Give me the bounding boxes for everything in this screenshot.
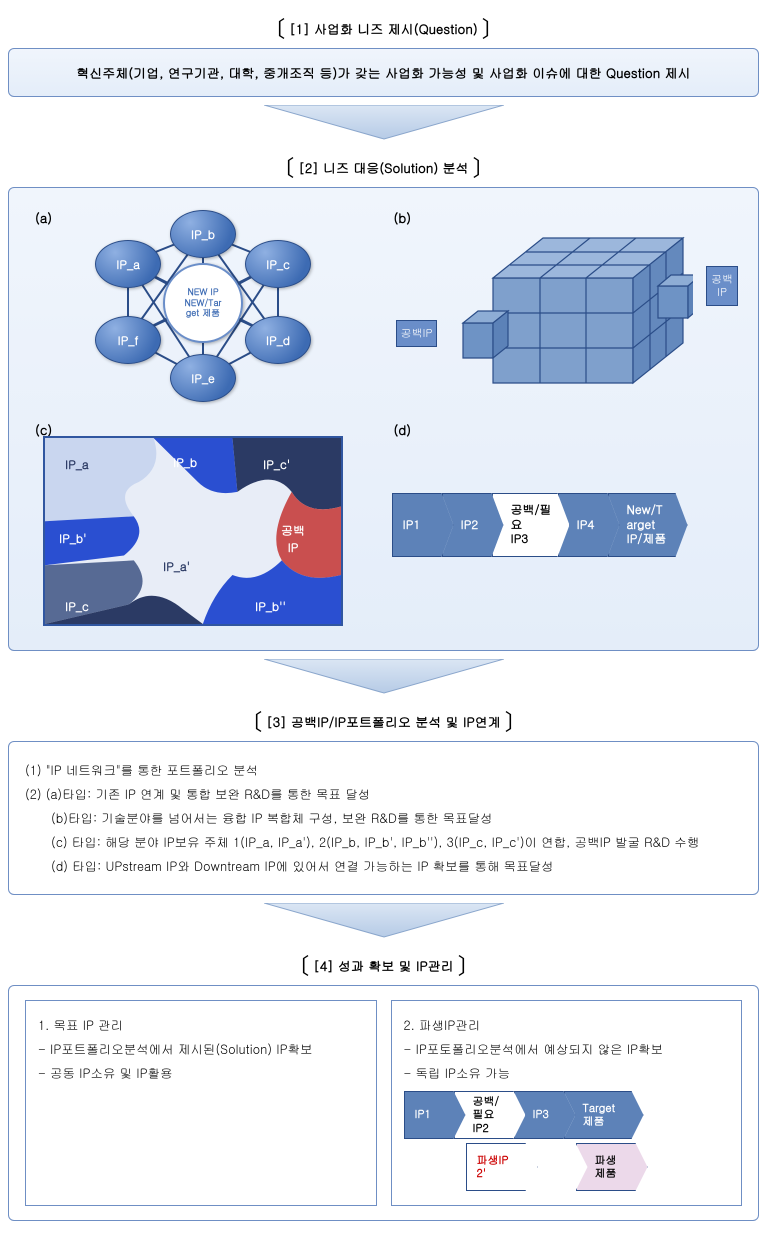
cell-a: (a) NEW IP NEW/Tar get 제품 [25, 202, 384, 414]
col-left: 1. 목표 IP 관리 - IP포트폴리오분석에서 제시된(Solution) … [25, 1000, 377, 1206]
fb2: 파생 제품 [576, 1143, 648, 1191]
section1-header: 〔 [1] 사업화 니즈 제시(Question) 〕 [8, 12, 759, 44]
pz-ip-a: IP_a [65, 456, 89, 473]
bracket-right: 〕 [478, 12, 508, 44]
arrow-3 [8, 903, 759, 939]
arrow-2 [8, 659, 759, 695]
cell-b: (b) [384, 202, 743, 414]
section1-body: 혁신주체(기업, 연구기관, 대학, 중개조직 등)가 갖는 사업화 가능성 및… [76, 63, 690, 82]
s3-line3: (b)타입: 기술분야를 넘어서는 융합 IP 복합체 구성, 보완 R&D를 … [25, 808, 742, 828]
flow-d: IP1 IP2 공백/필 요 IP3 IP4 New/T arget IP/제품 [392, 493, 676, 557]
node-d: IP_d [245, 316, 311, 364]
col-right: 2. 파생IP관리 - IP포토폴리오분석에서 예상되지 않은 IP확보 - 독… [391, 1000, 743, 1206]
section2-panel: (a) NEW IP NEW/Tar get 제품 [8, 187, 759, 651]
s4l-l2: - 공동 IP소유 및 IP활용 [38, 1063, 364, 1083]
pz-ip-bprime: IP_b' [59, 530, 87, 547]
puzzle-diagram: IP_a IP_b IP_c' IP_b' 공백 IP IP_a' IP_c I… [43, 436, 343, 626]
node-center: NEW IP NEW/Tar get 제품 [163, 263, 243, 343]
s3-line2: (2) (a)타입: 기존 IP 연계 및 통합 보완 R&D를 통한 목표 달… [25, 784, 742, 804]
section1-title: [1] 사업화 니즈 제시(Question) [289, 19, 478, 38]
pz-gap: 공백 IP [281, 522, 305, 556]
section4-title: [4] 성과 확보 및 IP관리 [313, 956, 454, 975]
s4l-l1: - IP포트폴리오분석에서 제시된(Solution) IP확보 [38, 1039, 364, 1059]
chev-d1: IP1 [392, 493, 454, 557]
bracket-left: 〔 [259, 12, 289, 44]
pz-ip-aprime: IP_a' [163, 558, 190, 575]
label-d: (d) [394, 420, 412, 439]
cell-d: (d) IP1 IP2 공백/필 요 IP3 IP4 New/T arget I… [384, 414, 743, 636]
pz-ip-b: IP_b [173, 454, 197, 471]
ft1: IP1 [404, 1091, 466, 1139]
chev-d5: New/T arget IP/제품 [608, 493, 688, 557]
s4r-l1: - IP포토폴리오분석에서 예상되지 않은 IP확보 [404, 1039, 730, 1059]
pz-ip-cprime: IP_c' [263, 456, 290, 473]
section3-title: [3] 공백IP/IP포트폴리오 분석 및 IP연계 [266, 712, 501, 731]
cube-label-right: 공백 IP [706, 266, 738, 306]
flow-top: IP1 공백/ 필요 IP2 IP3 Target 제품 [404, 1091, 730, 1139]
pz-ip-bdbl: IP_b'' [255, 598, 286, 615]
cube-label-left: 공백IP [396, 320, 438, 347]
s3-line1: (1) "IP 네트워크"를 통한 포트폴리오 분석 [25, 760, 742, 780]
s4r-head: 2. 파생IP관리 [404, 1015, 730, 1035]
node-c: IP_c [245, 240, 311, 288]
s4l-head: 1. 목표 IP 관리 [38, 1015, 364, 1035]
s3-line5: (d) 타입: UPstream IP와 Downtream IP에 있어서 연… [25, 856, 742, 876]
section2-header: 〔 [2] 니즈 대응(Solution) 분석 〕 [8, 151, 759, 183]
ft4: Target 제품 [564, 1091, 644, 1139]
section2-title: [2] 니즈 대응(Solution) 분석 [298, 158, 468, 177]
node-e: IP_e [170, 354, 236, 402]
node-b: IP_b [170, 210, 236, 258]
section3-panel: (1) "IP 네트워크"를 통한 포트폴리오 분석 (2) (a)타입: 기존… [8, 741, 759, 895]
section1-panel: 혁신주체(기업, 연구기관, 대학, 중개조직 등)가 갖는 사업화 가능성 및… [8, 48, 759, 97]
section4-panel: 1. 목표 IP 관리 - IP포트폴리오분석에서 제시된(Solution) … [8, 985, 759, 1221]
pz-ip-c: IP_c [65, 598, 89, 615]
flow-bottom: 파생IP 2' 파생 제품 [466, 1143, 730, 1191]
section4-header: 〔 [4] 성과 확보 및 IP관리 〕 [8, 949, 759, 981]
node-f: IP_f [95, 316, 161, 364]
section3-header: 〔 [3] 공백IP/IP포트폴리오 분석 및 IP연계 〕 [8, 705, 759, 737]
s3-line4: (c) 타입: 해당 분야 IP보유 주체 1(IP_a, IP_a'), 2(… [25, 832, 742, 852]
network-diagram: NEW IP NEW/Tar get 제품 IP_b IP_a IP_c IP_… [33, 208, 376, 408]
fb1: 파생IP 2' [466, 1143, 538, 1191]
arrow-1 [8, 105, 759, 141]
cube-svg [433, 218, 693, 398]
node-a: IP_a [95, 240, 161, 288]
cube-diagram: 공백IP 공백 IP [392, 208, 735, 408]
cell-c: (c) IP_a IP_ [25, 414, 384, 636]
s4r-l2: - 독립 IP소유 가능 [404, 1063, 730, 1083]
